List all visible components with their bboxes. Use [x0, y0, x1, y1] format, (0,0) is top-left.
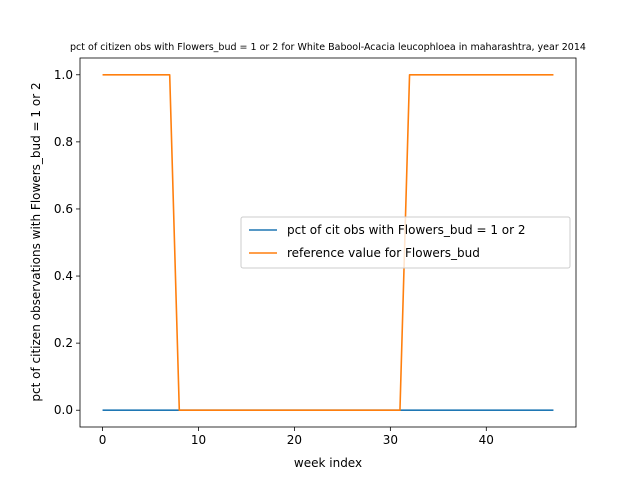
series-line-2 [102, 73, 554, 412]
x-axis-label: week index [294, 456, 362, 470]
y-tick-label: 1.0 [54, 68, 73, 82]
plot-frame [79, 57, 577, 428]
x-tick-label: 10 [191, 433, 206, 447]
x-tick-label: 40 [479, 433, 494, 447]
legend-label-series-1: pct of cit obs with Flowers_bud = 1 or 2 [287, 223, 526, 237]
x-tick-label: 30 [383, 433, 398, 447]
plot-area: 0 10 20 30 40 0.0 0.2 0.4 0.6 0.8 1.0 [54, 57, 577, 447]
x-tick-label: 0 [99, 433, 107, 447]
y-tick-label: 0.8 [54, 135, 73, 149]
series-layer [102, 73, 554, 412]
y-axis-label: pct of citizen observations with Flowers… [29, 82, 43, 401]
legend: pct of cit obs with Flowers_bud = 1 or 2… [240, 216, 571, 269]
ticks-layer: 0 10 20 30 40 0.0 0.2 0.4 0.6 0.8 1.0 [54, 68, 494, 447]
y-tick-label: 0.2 [54, 336, 73, 350]
legend-box [240, 216, 571, 269]
y-tick-label: 0.4 [54, 269, 73, 283]
legend-label-series-2: reference value for Flowers_bud [287, 246, 480, 260]
y-tick-label: 0.6 [54, 202, 73, 216]
y-tick-label: 0.0 [54, 403, 73, 417]
x-tick-label: 20 [287, 433, 302, 447]
chart-title: pct of citizen obs with Flowers_bud = 1 … [70, 42, 586, 53]
